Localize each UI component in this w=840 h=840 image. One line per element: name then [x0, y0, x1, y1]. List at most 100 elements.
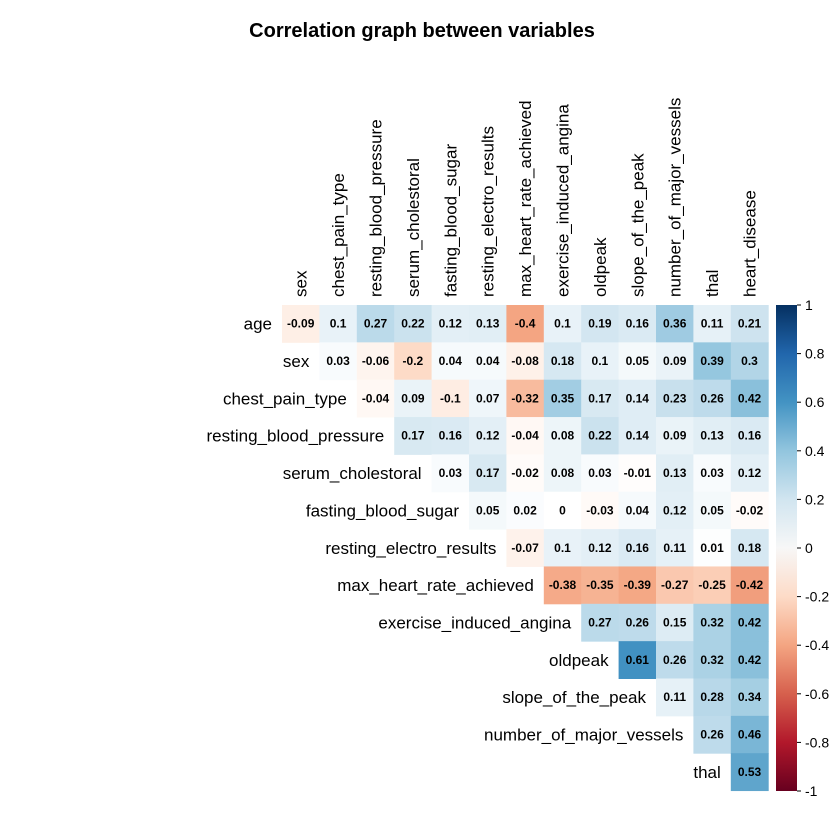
cell-value-label: -0.2 [403, 354, 424, 368]
cell-value-label: 0.12 [738, 466, 762, 480]
cell-value-label: 0.28 [700, 690, 724, 704]
column-label: sex [292, 270, 311, 297]
row-label: number_of_major_vessels [484, 726, 683, 745]
cell-value-label: -0.32 [511, 391, 539, 405]
heatmap-cell [319, 342, 358, 381]
heatmap-cell [730, 379, 769, 418]
heatmap-cell [618, 379, 657, 418]
heatmap-cell [730, 603, 769, 642]
cell-value-label: 0.53 [738, 765, 762, 779]
heatmap-cell [730, 454, 769, 493]
cell-value-label: -0.03 [586, 503, 614, 517]
cell-value-label: 0.05 [700, 503, 724, 517]
column-label: resting_blood_pressure [367, 119, 386, 297]
heatmap-cell [656, 454, 694, 493]
heatmap-cell [656, 566, 694, 605]
heatmap-cell [543, 417, 582, 455]
cell-value-label: 0.09 [663, 354, 687, 368]
cell-value-label: -0.4 [515, 317, 536, 331]
legend-tick-label: -1 [805, 783, 818, 799]
cell-value-label: 0.1 [554, 317, 571, 331]
cell-value-label: 0.11 [701, 317, 724, 331]
heatmap-cell [394, 417, 433, 455]
cell-value-label: 0.17 [401, 429, 425, 443]
cell-value-label: 0.14 [626, 429, 650, 443]
heatmap-cell [469, 417, 507, 455]
heatmap-cell [656, 417, 694, 455]
cell-value-label: 0.01 [700, 541, 724, 555]
row-label: max_heart_rate_achieved [337, 576, 534, 595]
row-label: age [244, 315, 272, 334]
heatmap-cell [656, 529, 694, 567]
cell-value-label: -0.09 [287, 317, 315, 331]
heatmap-cell [356, 379, 395, 418]
heatmap-cell [730, 715, 769, 754]
column-label: max_heart_rate_achieved [516, 100, 535, 297]
cell-value-label: 0.15 [663, 615, 687, 629]
cell-value-label: 0.16 [439, 429, 463, 443]
cell-value-label: 0.07 [476, 391, 500, 405]
heatmap-cell [581, 379, 620, 418]
column-label: serum_cholestoral [404, 158, 423, 297]
column-label: heart_disease [741, 190, 760, 297]
cell-value-label: 0.26 [700, 391, 724, 405]
legend-tick-label: 0.4 [805, 443, 825, 459]
cell-value-label: -0.39 [624, 578, 652, 592]
cell-value-label: 0.26 [626, 615, 650, 629]
heatmap-cell [656, 305, 694, 343]
column-label: oldpeak [591, 237, 610, 297]
heatmap-cell [581, 342, 620, 381]
heatmap-cell [693, 417, 732, 455]
cell-value-label: 0.05 [626, 354, 650, 368]
heatmap-cell [730, 753, 769, 792]
heatmap-cell [730, 566, 769, 605]
column-label: exercise_induced_angina [554, 104, 573, 297]
cell-value-label: 0.16 [626, 317, 650, 331]
legend-tick-label: -0.6 [805, 686, 829, 702]
heatmap-cell [656, 641, 694, 679]
heatmap-cell [693, 529, 732, 567]
cell-value-label: -0.02 [511, 466, 539, 480]
heatmap-cell [543, 305, 582, 343]
cell-value-label: 0.27 [588, 615, 612, 629]
heatmap-cell [394, 342, 433, 381]
cell-value-label: 0.09 [663, 429, 687, 443]
cell-value-label: -0.27 [661, 578, 689, 592]
cell-value-label: 0.13 [663, 466, 687, 480]
heatmap-cell [469, 305, 507, 343]
heatmap-cell [394, 305, 433, 343]
legend-tick-label: -0.8 [805, 734, 829, 750]
legend-tick-label: 0 [805, 540, 813, 556]
cell-value-label: 0.11 [663, 541, 686, 555]
cell-value-label: -0.04 [362, 391, 390, 405]
cell-value-label: 0.17 [476, 466, 500, 480]
cell-value-label: 0.3 [741, 354, 758, 368]
cell-value-label: -0.02 [736, 503, 764, 517]
legend-colorbar [776, 305, 797, 791]
heatmap-cell [656, 678, 694, 717]
heatmap-cell [730, 305, 769, 343]
cell-value-label: -0.06 [362, 354, 390, 368]
legend-tick-label: -0.2 [805, 589, 829, 605]
heatmap-cell [431, 379, 470, 418]
cell-value-label: 0.36 [663, 317, 687, 331]
column-label: slope_of_the_peak [628, 153, 647, 297]
cell-value-label: 0.14 [626, 391, 650, 405]
heatmap-cell [730, 342, 769, 381]
heatmap-cell [693, 491, 732, 530]
heatmap-cell [469, 342, 507, 381]
heatmap-cell [618, 641, 657, 679]
cell-value-label: 0.05 [476, 503, 500, 517]
cell-value-label: 0.04 [476, 354, 500, 368]
cell-value-label: 0.34 [738, 690, 762, 704]
heatmap-cell [431, 417, 470, 455]
cell-value-label: 0.32 [700, 615, 724, 629]
row-label: serum_cholestoral [283, 464, 422, 483]
row-label: oldpeak [549, 651, 609, 670]
cell-value-label: 0.32 [700, 653, 724, 667]
heatmap-cell [656, 603, 694, 642]
heatmap-cell [543, 379, 582, 418]
heatmap-cell [469, 491, 507, 530]
column-label: fasting_blood_sugar [441, 144, 460, 297]
legend-tick-label: -0.4 [805, 637, 829, 653]
